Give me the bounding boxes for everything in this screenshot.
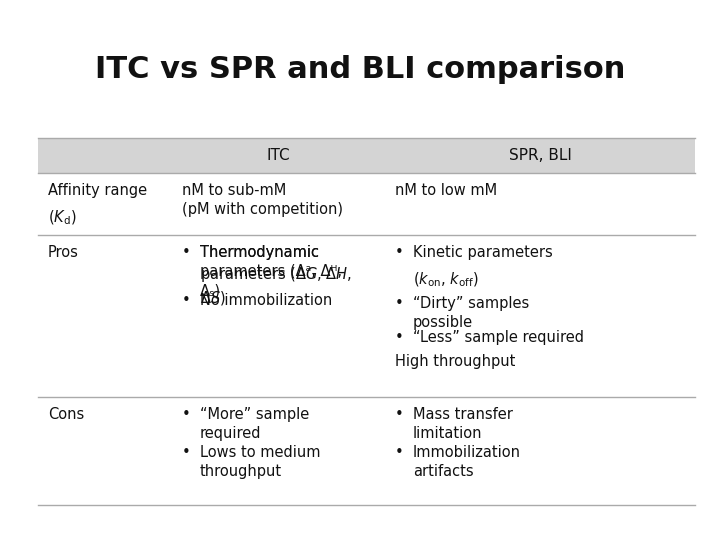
Text: “Less” sample required: “Less” sample required: [413, 330, 584, 345]
Text: •: •: [182, 293, 191, 308]
Text: “More” sample
required: “More” sample required: [200, 407, 310, 441]
Text: ITC: ITC: [266, 148, 290, 163]
Text: Kinetic parameters: Kinetic parameters: [413, 245, 553, 260]
Text: High throughput: High throughput: [395, 354, 516, 369]
Text: ($k_\mathregular{on}$, $k_\mathregular{off}$): ($k_\mathregular{on}$, $k_\mathregular{o…: [413, 271, 479, 289]
Text: Thermodynamic
parameters ($\Delta G$, $\Delta H$,
$\Delta S$): Thermodynamic parameters ($\Delta G$, $\…: [200, 245, 352, 307]
Text: •: •: [395, 407, 404, 422]
Text: •: •: [182, 245, 191, 260]
Text: Immobilization
artifacts: Immobilization artifacts: [413, 445, 521, 479]
Text: •: •: [395, 445, 404, 460]
Text: Thermodynamic
parameters (Δᵃ, Δᴴ,
Δₛ): Thermodynamic parameters (Δᵃ, Δᴴ, Δₛ): [200, 245, 342, 299]
Text: “Dirty” samples
possible: “Dirty” samples possible: [413, 296, 529, 330]
Text: nM to low mM: nM to low mM: [395, 183, 497, 198]
Text: •: •: [395, 245, 404, 260]
Text: Cons: Cons: [48, 407, 84, 422]
Text: nM to sub-mM
(pM with competition): nM to sub-mM (pM with competition): [182, 183, 343, 217]
Text: Affinity range: Affinity range: [48, 183, 147, 198]
Text: SPR, BLI: SPR, BLI: [508, 148, 572, 163]
Text: Pros: Pros: [48, 245, 79, 260]
Text: ITC vs SPR and BLI comparison: ITC vs SPR and BLI comparison: [95, 55, 625, 84]
Text: ($\it{K}_\mathregular{d}$): ($\it{K}_\mathregular{d}$): [48, 208, 76, 227]
Text: Mass transfer
limitation: Mass transfer limitation: [413, 407, 513, 441]
Text: •: •: [182, 445, 191, 460]
Text: •: •: [395, 296, 404, 311]
Text: Lows to medium
throughput: Lows to medium throughput: [200, 445, 320, 479]
Bar: [38, 138, 695, 173]
Text: •: •: [182, 407, 191, 422]
Text: •: •: [395, 330, 404, 345]
Text: No immobilization: No immobilization: [200, 293, 332, 308]
